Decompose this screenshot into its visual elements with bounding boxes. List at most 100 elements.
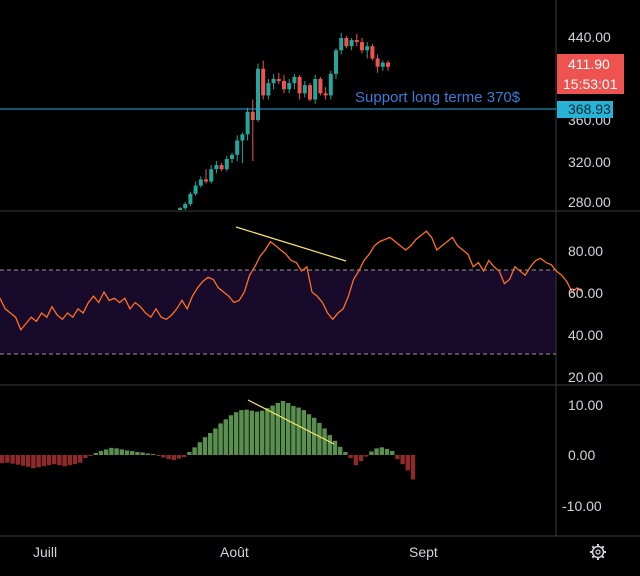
support-annotation[interactable]: Support long terme 370$ [355,89,521,106]
macd-bar [338,446,343,455]
candle-body [235,140,240,155]
macd-bar [171,455,176,461]
macd-bar [400,455,405,465]
macd-bar [197,442,202,455]
macd-bar [405,455,410,471]
macd-bar [296,407,301,455]
candle-body [214,165,219,170]
candle-body [375,58,380,67]
macd-tick-10: 10.00 [568,397,603,413]
macd-bar [0,455,5,464]
macd-bar [286,402,291,455]
macd-bar [291,406,296,455]
rsi-tick-20: 20.00 [568,369,603,385]
support-price-label [557,101,613,118]
candle-body [354,40,359,43]
macd-bar [52,455,57,465]
macd-bar [379,447,384,455]
candle-body [282,81,286,90]
macd-bar [182,455,187,458]
macd-bar [104,449,109,455]
candle-body [360,42,364,51]
macd-bar [218,423,223,455]
macd-bar [239,410,244,455]
rsi-tick-40: 40.00 [568,327,603,343]
macd-bar [124,450,130,455]
macd-divergence-trendline[interactable] [247,399,335,445]
candle-body [245,111,250,135]
candle-body [313,79,318,100]
candle-body [287,83,292,90]
macd-bar [161,455,166,458]
rsi-series[interactable] [0,230,583,332]
last-price-label [557,54,624,94]
candle-body [328,73,333,96]
candle-body [188,193,193,205]
macd-bar [156,455,161,457]
candlestick-series[interactable] [178,32,390,210]
macd-bar [135,451,140,455]
macd-bar [15,455,20,465]
macd-bar [5,455,10,463]
price-tick-320: 320.00 [568,154,611,170]
candle-body [323,93,328,96]
macd-bar [130,450,135,455]
candle-body [256,68,260,120]
macd-bar [374,448,379,455]
candle-body [178,208,182,210]
macd-bar [187,451,192,455]
macd-bar [260,410,265,455]
candle-body [292,76,297,84]
macd-bar [26,455,31,467]
macd-bar [88,455,93,457]
candle-body [198,179,203,186]
candle-body [308,85,312,100]
rsi-band [0,270,556,354]
rsi-tick-80: 80.00 [568,243,603,259]
macd-bar [358,455,364,462]
gear-icon[interactable] [590,544,606,560]
price-tick-280: 280.00 [568,194,611,210]
candle-body [240,134,245,141]
macd-bar [98,450,104,455]
time-label-aout: Août [220,544,249,560]
candle-body [302,85,307,94]
macd-tick-minus10: -10.00 [562,498,602,514]
macd-bar [93,452,98,455]
macd-histogram[interactable] [0,400,416,480]
macd-bar [312,417,317,455]
macd-bar [72,455,78,465]
macd-bar [348,455,353,459]
candle-body [297,76,302,94]
macd-bar [343,451,348,455]
macd-bar [31,455,36,469]
macd-bar [114,448,119,455]
macd-bar [41,455,46,467]
macd-bar [140,452,145,455]
candle-body [230,154,234,159]
macd-bar [254,411,260,455]
macd-bar [265,408,270,455]
macd-bar [202,437,208,455]
macd-bar [395,455,400,460]
macd-bar [384,448,390,455]
candle-body [318,79,323,94]
macd-bar [150,453,156,455]
macd-bar [57,455,62,466]
macd-bar [67,455,72,466]
macd-bar [280,400,286,455]
macd-bar [78,455,83,463]
candle-body [276,79,281,82]
macd-bar [62,455,67,467]
macd-bar [119,449,124,455]
candle-body [209,169,214,182]
candle-body [266,83,271,96]
macd-bar [228,415,234,455]
macd-bar [166,455,171,460]
macd-bar [213,428,218,455]
price-tick-440: 440.00 [568,29,611,45]
price-divergence-trendline[interactable] [235,226,347,262]
rsi-tick-60: 60.00 [568,285,603,301]
